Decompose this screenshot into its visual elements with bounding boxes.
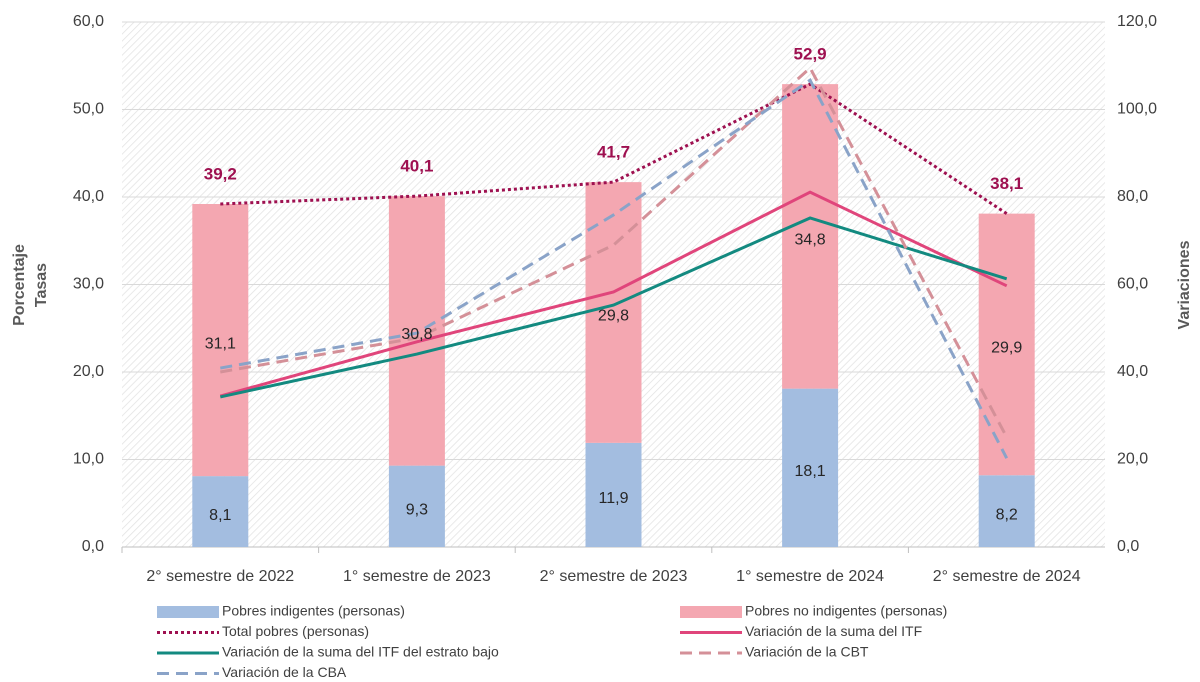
data-label: 29,9: [991, 340, 1022, 357]
bar-segment: [782, 388, 839, 547]
line: [219, 190, 1008, 398]
y2-tick-label: 120,0: [1117, 13, 1157, 30]
bar-segment: [978, 475, 1035, 547]
legend-marker: [157, 606, 219, 618]
x-tick-label: 2° semestre de 2022: [146, 568, 294, 585]
y2-tick-label: 20,0: [1117, 451, 1148, 468]
y-tick-label: 20,0: [73, 363, 104, 380]
bar-segment: [978, 213, 1035, 476]
y-axis-title: Tasas: [33, 263, 50, 307]
y2-tick-label: 100,0: [1117, 101, 1157, 118]
y-tick-label: 50,0: [73, 101, 104, 118]
legend-label: Variación de la suma del ITF: [745, 623, 922, 639]
data-label: 8,1: [209, 507, 231, 524]
y2-tick-label: 80,0: [1117, 188, 1148, 205]
legend-label: Pobres indigentes (personas): [222, 603, 405, 619]
y2-tick-label: 0,0: [1117, 538, 1139, 555]
legend-marker: [680, 606, 742, 618]
y-tick-label: 0,0: [82, 538, 104, 555]
data-label: 9,3: [406, 502, 428, 519]
bar-segment: [782, 84, 839, 389]
data-label: 38,1: [990, 174, 1023, 193]
bar-segment: [585, 442, 642, 547]
y-tick-label: 60,0: [73, 13, 104, 30]
legend-label: Pobres no indigentes (personas): [745, 603, 947, 619]
x-tick-label: 2° semestre de 2024: [933, 568, 1081, 585]
data-label: 31,1: [205, 335, 236, 352]
y2-tick-label: 60,0: [1117, 276, 1148, 293]
data-label: 41,7: [597, 143, 630, 162]
line: [220, 77, 1009, 459]
data-label: 29,8: [598, 308, 629, 325]
y-tick-label: 10,0: [73, 451, 104, 468]
legend-label: Variación de la CBA: [222, 664, 347, 680]
y-axis-title: Porcentaje: [11, 244, 28, 326]
data-label: 34,8: [795, 232, 826, 249]
bar-segment: [388, 196, 445, 466]
bar-segment: [192, 204, 249, 477]
line: [219, 216, 1008, 399]
y-tick-label: 40,0: [73, 188, 104, 205]
legend-label: Variación de la CBT: [745, 644, 869, 660]
data-label: 39,2: [204, 164, 237, 183]
y2-tick-label: 40,0: [1117, 363, 1148, 380]
data-label: 40,1: [400, 157, 433, 176]
y-tick-label: 30,0: [73, 276, 104, 293]
x-tick-label: 2° semestre de 2023: [540, 568, 688, 585]
legend-label: Variación de la suma del ITF del estrato…: [222, 644, 499, 660]
bar-segment: [192, 476, 249, 547]
data-label: 30,8: [401, 326, 432, 343]
data-label: 18,1: [795, 463, 826, 480]
line: [220, 65, 1009, 438]
x-tick-label: 1° semestre de 2024: [736, 568, 884, 585]
data-label: 11,9: [599, 490, 629, 507]
data-label: 52,9: [794, 45, 827, 64]
legend-label: Total pobres (personas): [222, 623, 369, 639]
line: [220, 82, 1008, 215]
y2-axis-title: Variaciones: [1176, 240, 1193, 329]
x-tick-label: 1° semestre de 2023: [343, 568, 491, 585]
data-label: 8,2: [996, 506, 1018, 523]
bar-segment: [388, 465, 445, 547]
